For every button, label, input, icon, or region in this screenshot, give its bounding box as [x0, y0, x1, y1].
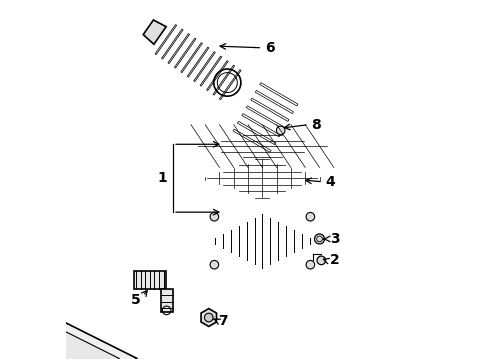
Polygon shape	[206, 60, 228, 91]
Polygon shape	[134, 271, 165, 289]
Polygon shape	[213, 65, 234, 95]
Polygon shape	[0, 323, 137, 360]
Polygon shape	[155, 24, 176, 55]
Circle shape	[305, 212, 314, 221]
Polygon shape	[193, 51, 215, 82]
Circle shape	[276, 126, 285, 135]
Polygon shape	[160, 289, 173, 312]
Circle shape	[305, 260, 314, 269]
Polygon shape	[161, 29, 183, 59]
Polygon shape	[143, 20, 166, 44]
Polygon shape	[187, 47, 208, 77]
Text: 4: 4	[325, 175, 334, 189]
Polygon shape	[1, 332, 130, 360]
Text: 7: 7	[217, 314, 227, 328]
Text: 3: 3	[329, 232, 339, 246]
Polygon shape	[174, 38, 196, 68]
Circle shape	[316, 256, 325, 265]
Polygon shape	[200, 56, 222, 86]
Polygon shape	[0, 191, 1, 256]
Polygon shape	[3, 337, 128, 360]
Circle shape	[210, 212, 218, 221]
Circle shape	[210, 260, 218, 269]
Circle shape	[204, 313, 213, 322]
Text: 5: 5	[130, 293, 140, 307]
Circle shape	[314, 234, 324, 244]
Text: 6: 6	[264, 41, 274, 55]
Polygon shape	[167, 33, 189, 64]
Polygon shape	[219, 69, 241, 100]
Polygon shape	[12, 332, 119, 360]
Polygon shape	[181, 42, 202, 73]
Text: 8: 8	[310, 118, 320, 132]
Polygon shape	[201, 309, 216, 327]
Text: 1: 1	[157, 171, 167, 185]
Text: 2: 2	[329, 253, 339, 267]
